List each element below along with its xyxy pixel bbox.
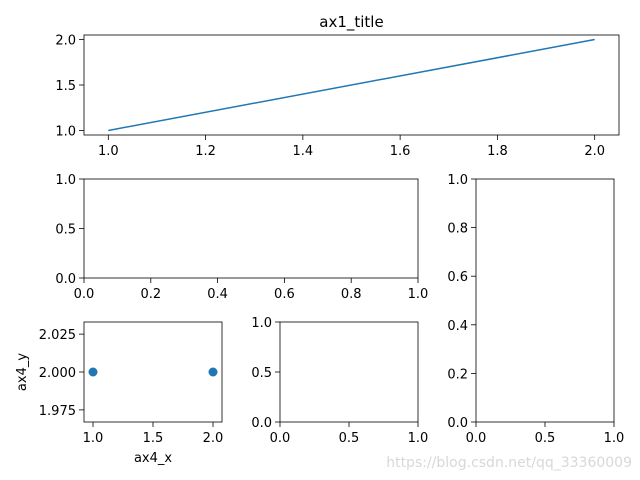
x-tick-label: 0.0 — [74, 287, 95, 302]
x-tick-label: 1.0 — [408, 431, 429, 446]
x-tick-label: 0.4 — [207, 287, 228, 302]
y-tick-label: 2.0 — [55, 34, 76, 49]
y-tick-label: 0.8 — [447, 222, 468, 237]
x-tick-label: 0.2 — [140, 287, 161, 302]
y-tick-label: 2.025 — [39, 328, 76, 343]
x-tick-label: 1.0 — [83, 431, 104, 446]
x-tick-label: 1.0 — [98, 144, 119, 159]
y-tick-label: 0.2 — [447, 367, 468, 382]
y-tick-label: 0.4 — [447, 319, 468, 334]
x-tick-label: 0.6 — [274, 287, 295, 302]
y-tick-label: 2.000 — [39, 366, 76, 381]
y-tick-label: 1.0 — [55, 124, 76, 139]
y-tick-label: 0.0 — [251, 416, 272, 431]
y-tick-label: 0.6 — [447, 270, 468, 285]
x-tick-label: 1.0 — [604, 431, 625, 446]
x-tick-label: 1.0 — [408, 287, 429, 302]
y-tick-label: 1.0 — [55, 173, 76, 188]
y-axis-label: ax4_y — [15, 353, 30, 391]
x-tick-label: 1.5 — [143, 431, 164, 446]
x-tick-label: 1.8 — [487, 144, 508, 159]
line-series — [108, 38, 595, 132]
y-tick-label: 1.5 — [55, 79, 76, 94]
watermark: https://blog.csdn.net/qq_33360009 — [386, 455, 632, 471]
axes-frame — [279, 321, 419, 423]
axes-frame — [83, 178, 419, 279]
x-axis-label: ax4_x — [134, 451, 172, 466]
axes-frame — [83, 321, 223, 423]
y-tick-label: 0.5 — [251, 366, 272, 381]
y-tick-label: 0.0 — [55, 272, 76, 287]
x-tick-label: 1.2 — [195, 144, 216, 159]
y-tick-label: 0.0 — [447, 416, 468, 431]
x-tick-label: 0.8 — [341, 287, 362, 302]
axes-title: ax1_title — [319, 13, 383, 32]
x-tick-label: 0.5 — [535, 431, 556, 446]
x-tick-label: 0.5 — [339, 431, 360, 446]
x-tick-label: 2.0 — [203, 431, 224, 446]
y-tick-label: 1.0 — [251, 316, 272, 331]
x-tick-label: 2.0 — [584, 144, 605, 159]
x-tick-label: 1.4 — [293, 144, 314, 159]
x-tick-label: 0.0 — [270, 431, 291, 446]
scatter-point — [208, 367, 218, 377]
x-tick-label: 0.0 — [466, 431, 487, 446]
scatter-point — [88, 367, 98, 377]
axes-frame — [475, 178, 615, 423]
y-tick-label: 1.975 — [39, 404, 76, 419]
y-tick-label: 1.0 — [447, 173, 468, 188]
y-tick-label: 0.5 — [55, 223, 76, 238]
axes-frame — [83, 34, 620, 136]
x-tick-label: 1.6 — [390, 144, 411, 159]
